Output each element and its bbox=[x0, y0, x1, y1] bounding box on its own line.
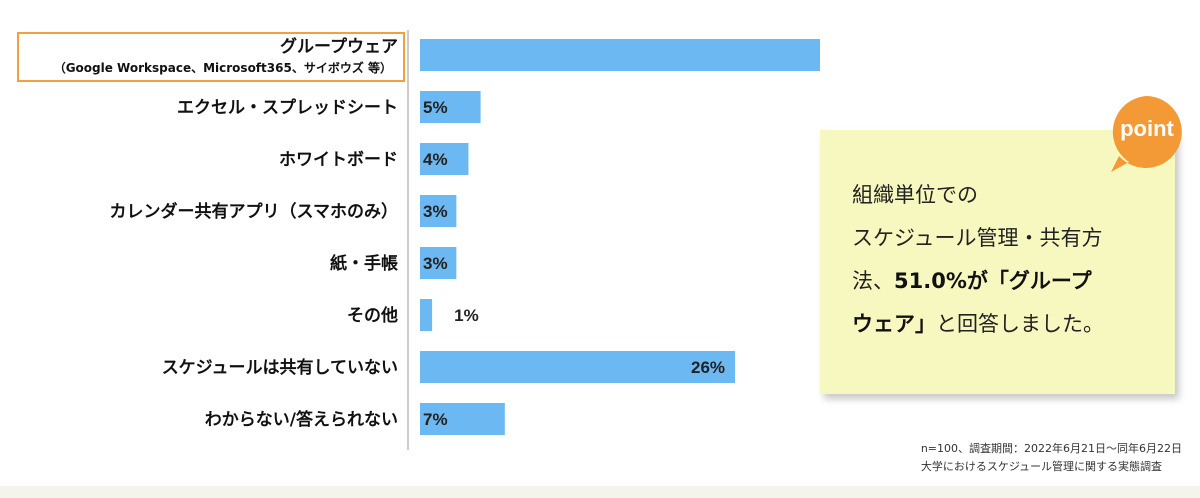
bar bbox=[420, 299, 433, 331]
category-label: わからない/答えられない bbox=[205, 409, 398, 430]
callout-line-3: 法、51.0%が「グループ bbox=[852, 260, 1157, 303]
bar bbox=[420, 247, 457, 279]
point-badge: point bbox=[1107, 94, 1187, 174]
bar bbox=[420, 143, 469, 175]
point-badge-label: point bbox=[1120, 116, 1174, 141]
category-sublabel: （Google Workspace、Microsoft365、サイボウズ 等） bbox=[54, 60, 392, 75]
bar bbox=[420, 403, 505, 435]
bar bbox=[420, 39, 820, 71]
value-label: 4% bbox=[423, 150, 448, 169]
point-callout: 組織単位での スケジュール管理・共有方 法、51.0%が「グループ ウェア」と回… bbox=[820, 130, 1175, 394]
bar bbox=[420, 91, 481, 123]
callout-line-3-normal: 法、 bbox=[852, 269, 894, 293]
point-badge-shape bbox=[1111, 96, 1182, 172]
speech-bubble-icon bbox=[1111, 96, 1182, 172]
category-label: ホワイトボード bbox=[279, 150, 398, 170]
bottom-band bbox=[0, 486, 1200, 498]
value-label: 1% bbox=[454, 306, 479, 325]
survey-note-line-1: n=100、調査期間：2022年6月21日〜同年6月22日 bbox=[920, 442, 1182, 455]
category-label: スケジュールは共有していない bbox=[162, 357, 398, 378]
callout-line-4-normal: と回答しました。 bbox=[936, 312, 1104, 336]
category-label: 紙・手帳 bbox=[330, 253, 398, 274]
survey-note-line-2: 大学におけるスケジュール管理に関する実態調査 bbox=[920, 460, 1163, 473]
bar bbox=[420, 195, 457, 227]
value-label: 26% bbox=[691, 358, 725, 377]
value-label: 3% bbox=[423, 254, 448, 273]
value-label: 7% bbox=[423, 410, 448, 429]
callout-line-4: ウェア」と回答しました。 bbox=[852, 303, 1157, 346]
category-label: カレンダー共有アプリ（スマホのみ） bbox=[110, 201, 399, 222]
callout-line-2: スケジュール管理・共有方 bbox=[852, 226, 1103, 250]
category-label: その他 bbox=[347, 305, 398, 326]
category-label: エクセル・スプレッドシート bbox=[177, 97, 398, 118]
survey-bar-chart: グループウェア （Google Workspace、Microsoft365、サイ… bbox=[17, 30, 820, 450]
value-label: 3% bbox=[423, 202, 448, 221]
category-label: グループウェア bbox=[280, 36, 398, 57]
highlight-box bbox=[17, 32, 405, 82]
callout-line-3-bold: 51.0%が「グループ bbox=[894, 269, 1092, 293]
bar bbox=[420, 351, 736, 383]
value-label: 5% bbox=[423, 98, 448, 117]
callout-line-4-bold: ウェア」 bbox=[852, 312, 936, 336]
callout-text: 組織単位での スケジュール管理・共有方 法、51.0%が「グループ ウェア」と回… bbox=[852, 174, 1157, 346]
callout-line-1: 組織単位での bbox=[852, 183, 978, 207]
survey-note: n=100、調査期間：2022年6月21日〜同年6月22日 大学におけるスケジュ… bbox=[921, 440, 1182, 476]
